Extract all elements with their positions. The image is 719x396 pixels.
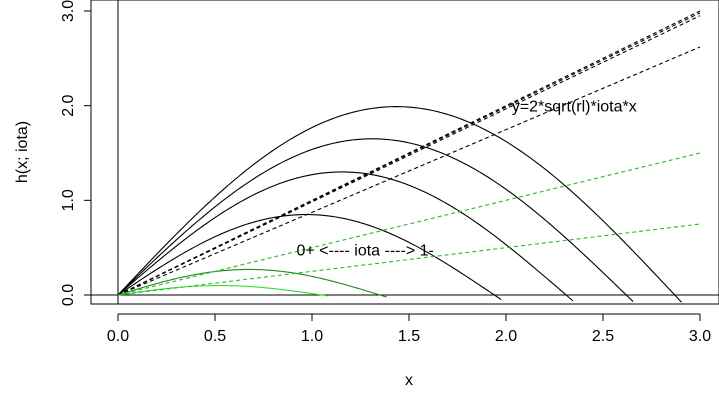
x-axis-label: x (405, 372, 413, 389)
x-tick-label: 2.5 (592, 328, 614, 345)
x-tick-label: 0.5 (204, 328, 226, 345)
series-line-11 (117, 152, 701, 296)
x-tick-label: 0.0 (107, 328, 129, 345)
y-tick-label: 1.0 (60, 189, 77, 211)
series-line-2 (117, 138, 634, 302)
y-tick-label: 0.0 (60, 284, 77, 306)
y-tick-label: 2.0 (60, 94, 77, 116)
x-tick-label: 1.0 (301, 328, 323, 345)
y-axis-label: h(x; iota) (14, 121, 31, 183)
series-line-3 (117, 171, 574, 302)
series-line-5 (117, 268, 387, 298)
x-tick-label: 1.5 (398, 328, 420, 345)
annotation-text: y=2*sqrt(rl)*iota*x (512, 99, 637, 116)
series-line-1 (117, 106, 682, 303)
y-tick-label: 3.0 (60, 0, 77, 22)
series-line-10 (117, 46, 701, 296)
series-line-6 (117, 284, 329, 297)
x-tick-label: 3.0 (689, 328, 711, 345)
annotation-text: 0+ <---- iota ----> 1- (296, 243, 433, 260)
series-line-9 (117, 15, 701, 296)
x-tick-label: 2.0 (495, 328, 517, 345)
